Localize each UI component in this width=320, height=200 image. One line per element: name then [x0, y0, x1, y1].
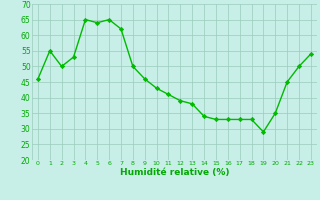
- X-axis label: Humidité relative (%): Humidité relative (%): [120, 168, 229, 177]
